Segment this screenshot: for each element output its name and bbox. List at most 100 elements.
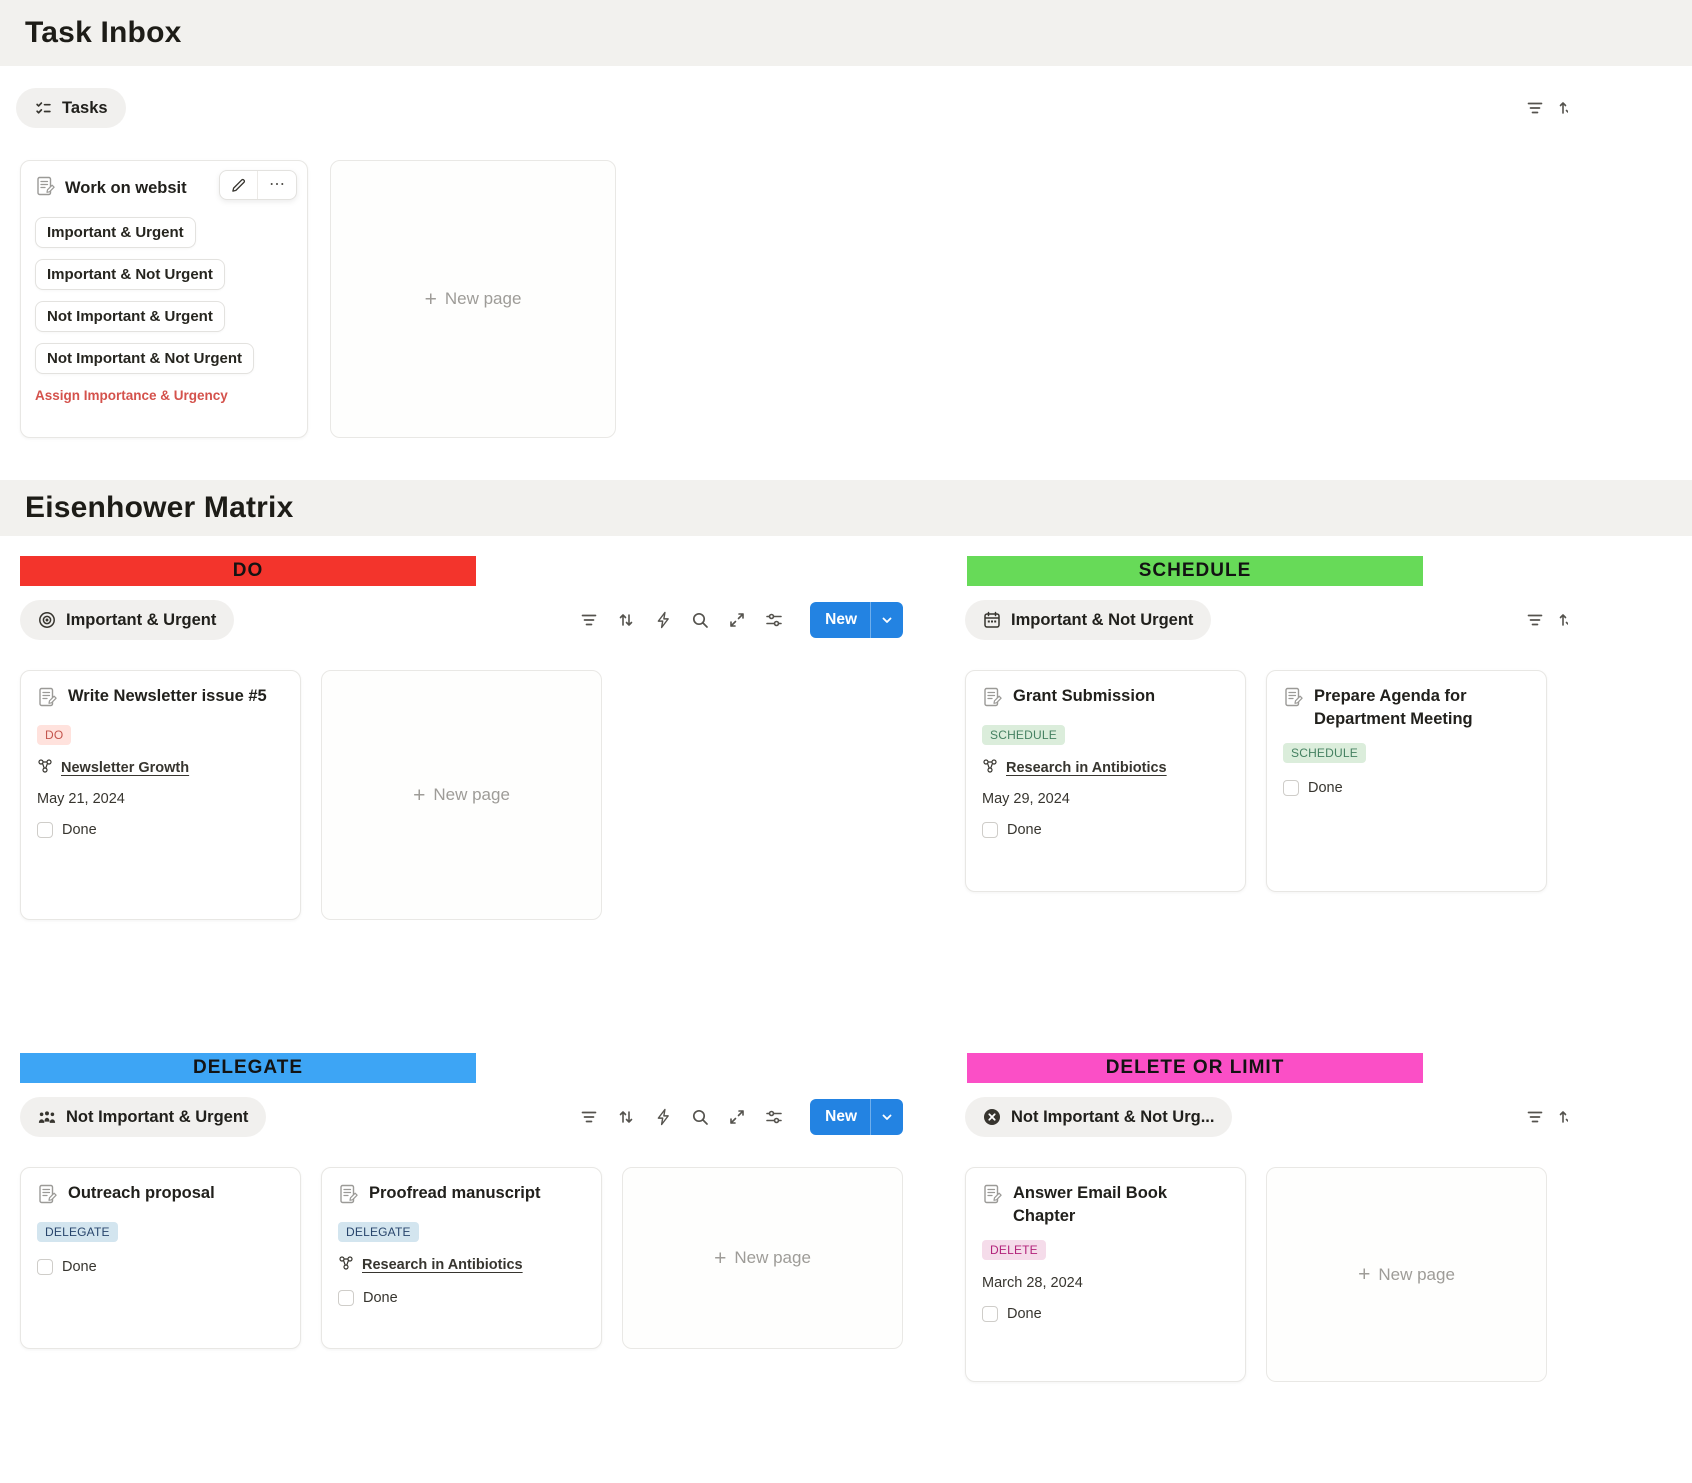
importance-option-button[interactable]: Not Important & Urgent [35, 301, 225, 332]
filter-icon[interactable] [1526, 99, 1544, 117]
tab-tasks[interactable]: Tasks [16, 88, 126, 128]
automation-lightning-icon[interactable] [654, 611, 672, 629]
sort-icon[interactable] [617, 611, 635, 629]
search-icon[interactable] [691, 611, 709, 629]
card-head: Proofread manuscript [338, 1182, 585, 1210]
tasks-tab-row: Tasks [16, 88, 1568, 128]
done-checkbox[interactable] [37, 1259, 53, 1275]
card-write-newsletter[interactable]: Write Newsletter issue #5 DO Newsletter … [20, 670, 301, 920]
card-grant-submission[interactable]: Grant Submission SCHEDULE Research in An… [965, 670, 1246, 892]
done-row: Done [37, 1259, 284, 1275]
card-outreach-proposal[interactable]: Outreach proposal DELEGATE Done [20, 1167, 301, 1349]
matrix-row-1: DO Important & Urgent New [0, 536, 1692, 920]
filter-icon[interactable] [1526, 611, 1544, 629]
filter-icon[interactable] [580, 611, 598, 629]
status-tag: SCHEDULE [982, 725, 1065, 745]
status-tag: DO [37, 725, 72, 745]
delegate-toolbar: New [580, 1099, 903, 1135]
task-page-icon [37, 1183, 59, 1210]
done-label: Done [62, 822, 97, 838]
do-view-row: Important & Urgent New [20, 598, 903, 642]
due-date: March 28, 2024 [982, 1275, 1083, 1292]
eisenhower-matrix-header: Eisenhower Matrix [0, 480, 1692, 536]
edit-pencil-button[interactable] [220, 172, 257, 199]
task-card-work-on-website[interactable]: Work on websit ⋯ Important & Urgent Impo… [20, 160, 308, 438]
relation-label: Newsletter Growth [61, 760, 190, 776]
view-tab-important-not-urgent[interactable]: Important & Not Urgent [965, 600, 1212, 640]
quadrant-banner-schedule: SCHEDULE [967, 556, 1423, 586]
view-tab-important-urgent[interactable]: Important & Urgent [20, 600, 235, 640]
chevron-down-icon[interactable] [871, 1099, 903, 1135]
new-page-button[interactable]: + New page [622, 1167, 903, 1349]
task-page-icon [35, 175, 57, 202]
new-button[interactable]: New [810, 1099, 903, 1135]
done-checkbox[interactable] [338, 1290, 354, 1306]
view-tab-not-important-not-urgent[interactable]: Not Important & Not Urg... [965, 1097, 1233, 1137]
new-page-label: New page [734, 1248, 811, 1267]
status-tag: DELETE [982, 1240, 1046, 1261]
quadrant-delegate: DELEGATE Not Important & Urgent New [20, 1033, 903, 1382]
sort-icon[interactable] [1557, 1108, 1568, 1126]
molecule-icon [37, 758, 53, 778]
schedule-view-row: Important & Not Urgent [965, 598, 1568, 642]
card-proofread-manuscript[interactable]: Proofread manuscript DELEGATE Research i… [321, 1167, 602, 1349]
card-head: Answer Email Book Chapter [982, 1182, 1229, 1228]
sort-icon[interactable] [1557, 611, 1568, 629]
assign-importance-link[interactable]: Assign Importance & Urgency [35, 388, 228, 403]
importance-option-button[interactable]: Important & Urgent [35, 217, 196, 248]
task-inbox-cards: Work on websit ⋯ Important & Urgent Impo… [20, 160, 1692, 438]
card-prepare-agenda[interactable]: Prepare Agenda for Department Meeting SC… [1266, 670, 1547, 892]
done-checkbox[interactable] [37, 822, 53, 838]
chevron-down-icon[interactable] [871, 602, 903, 638]
relation-link[interactable]: Research in Antibiotics [338, 1255, 585, 1275]
delegate-view-row: Not Important & Urgent New [20, 1095, 903, 1139]
checklist-icon [34, 99, 52, 117]
importance-option-button[interactable]: Important & Not Urgent [35, 259, 225, 290]
expand-icon[interactable] [728, 1108, 746, 1126]
relation-link[interactable]: Newsletter Growth [37, 758, 284, 778]
view-tab-label: Not Important & Not Urg... [1011, 1107, 1215, 1126]
done-checkbox[interactable] [982, 822, 998, 838]
status-tag: DELEGATE [338, 1222, 419, 1242]
done-row: Done [37, 822, 284, 838]
quadrant-delete-or-limit: DELETE OR LIMIT Not Important & Not Urg.… [965, 1033, 1568, 1382]
new-button-label[interactable]: New [825, 1108, 857, 1125]
automation-lightning-icon[interactable] [654, 1108, 672, 1126]
do-toolbar: New [580, 602, 903, 638]
view-settings-icon[interactable] [765, 611, 783, 629]
schedule-cards-row: Grant Submission SCHEDULE Research in An… [965, 670, 1568, 892]
filter-icon[interactable] [580, 1108, 598, 1126]
filter-icon[interactable] [1526, 1108, 1544, 1126]
task-inbox-title: Task Inbox [25, 16, 182, 49]
view-settings-icon[interactable] [765, 1108, 783, 1126]
new-page-button[interactable]: + New page [1266, 1167, 1547, 1382]
done-label: Done [363, 1290, 398, 1306]
relation-link[interactable]: Research in Antibiotics [982, 758, 1229, 778]
new-page-button[interactable]: + New page [330, 160, 616, 438]
card-answer-email-book-chapter[interactable]: Answer Email Book Chapter DELETE March 2… [965, 1167, 1246, 1382]
new-page-button[interactable]: + New page [321, 670, 602, 920]
importance-option-button[interactable]: Not Important & Not Urgent [35, 343, 254, 374]
done-checkbox[interactable] [1283, 780, 1299, 797]
view-tab-label: Not Important & Urgent [66, 1107, 249, 1126]
due-date: May 29, 2024 [982, 791, 1070, 807]
quadrant-do: DO Important & Urgent New [20, 536, 903, 920]
done-checkbox[interactable] [982, 1306, 998, 1323]
task-page-icon [37, 686, 59, 713]
new-button[interactable]: New [810, 602, 903, 638]
sort-icon[interactable] [1557, 99, 1568, 117]
card-title: Grant Submission [1013, 687, 1156, 705]
new-button-label[interactable]: New [825, 611, 857, 628]
search-icon[interactable] [691, 1108, 709, 1126]
card-head: Prepare Agenda for Department Meeting [1283, 685, 1530, 731]
eisenhower-matrix-title: Eisenhower Matrix [25, 491, 294, 524]
view-tab-not-important-urgent[interactable]: Not Important & Urgent [20, 1097, 267, 1137]
done-label: Done [62, 1259, 97, 1275]
more-options-button[interactable]: ⋯ [257, 171, 296, 199]
done-label: Done [1007, 822, 1042, 838]
sort-icon[interactable] [617, 1108, 635, 1126]
card-head: Outreach proposal [37, 1182, 284, 1210]
expand-icon[interactable] [728, 611, 746, 629]
delegate-cards-row: Outreach proposal DELEGATE Done Proofrea… [20, 1167, 903, 1349]
due-date: May 21, 2024 [37, 791, 125, 807]
